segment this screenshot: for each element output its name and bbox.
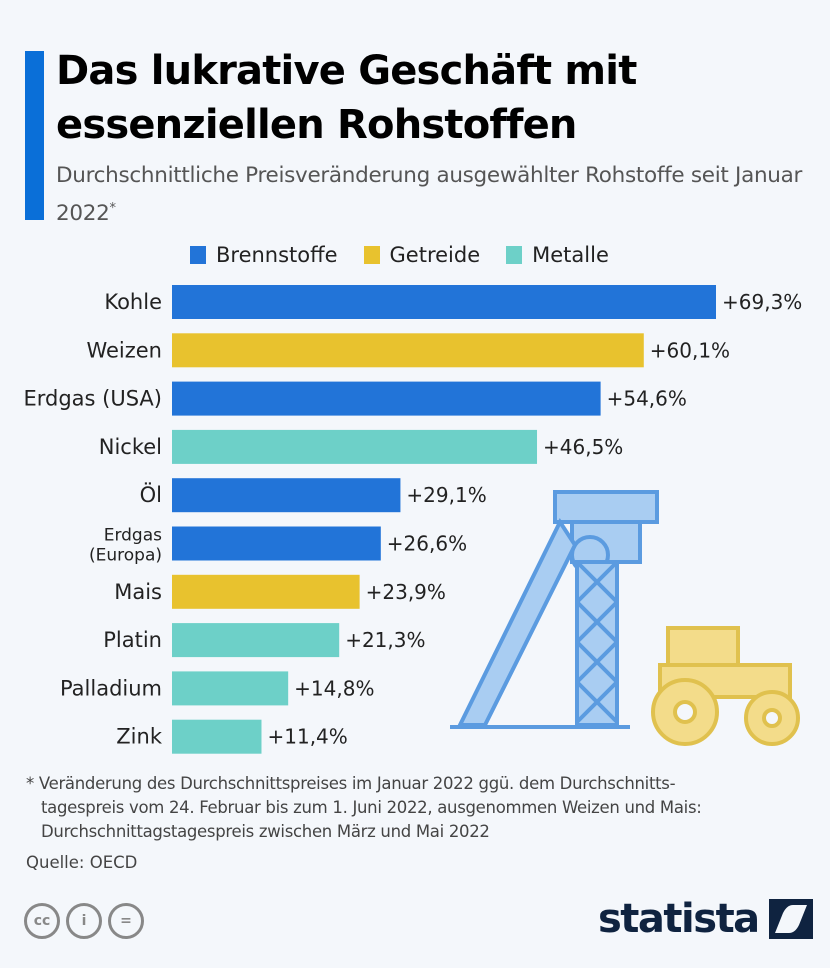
category-label-line: Kohle	[104, 290, 162, 314]
source: Quelle: OECD	[26, 853, 138, 872]
category-label-line: Erdgas	[104, 526, 162, 546]
bar-weizen	[172, 333, 644, 368]
legend-swatch	[506, 246, 523, 264]
value-label: +14,8%	[294, 676, 374, 700]
value-label: +29,1%	[406, 483, 486, 507]
statista-logo-icon	[768, 899, 813, 939]
bars: Kohle +69,3% Weizen +60,1% Erdgas (USA) +54,6…	[23, 285, 802, 754]
statista-logo[interactable]: statista	[598, 896, 813, 942]
bar-erdgas-europa-	[172, 526, 381, 561]
accent-bar	[25, 51, 44, 220]
value-label: +11,4%	[267, 725, 347, 749]
chart-title: Das lukrative Geschäft mit essenziellen …	[56, 48, 637, 148]
subtitle-text: Durchschnittliche Preisveränderung ausge…	[56, 163, 803, 227]
category-label: Zink	[116, 725, 163, 749]
attribution-icon[interactable]: i	[66, 903, 102, 939]
category-label: Mais	[114, 580, 162, 604]
no-derivatives-icon[interactable]: =	[108, 903, 144, 939]
category-label: Platin	[103, 628, 162, 652]
bar-chart: Kohle +69,3% Weizen +60,1% Erdgas (USA) +54,6…	[23, 285, 802, 754]
category-label: Kohle	[104, 290, 162, 314]
value-label: +23,9%	[366, 580, 446, 604]
legend-item-getreide: Getreide	[363, 243, 481, 267]
license-icons[interactable]: cc i =	[24, 903, 144, 939]
cc-icon[interactable]: cc	[24, 903, 60, 939]
footnote-marker: *	[109, 201, 117, 216]
legend-label: Metalle	[532, 243, 609, 267]
chart-subtitle: Durchschnittliche Preisveränderung ausge…	[56, 159, 826, 230]
value-label: +69,3%	[722, 290, 802, 314]
value-label: +54,6%	[607, 387, 687, 411]
footnote-line: Durchschnittagstagespreis zwischen März …	[41, 822, 490, 841]
category-label: Weizen	[86, 338, 162, 362]
footnote-line: tagespreis vom 24. Februar bis zum 1. Ju…	[41, 798, 702, 817]
category-label-line: (Europa)	[89, 546, 162, 566]
value-label: +46,5%	[543, 435, 623, 459]
legend-label: Brennstoffe	[216, 243, 338, 267]
category-label-line: Mais	[114, 580, 162, 604]
bar-kohle	[172, 285, 716, 319]
footnote: * Veränderung des Durchschnittspreises i…	[26, 772, 826, 844]
bar-erdgas-usa-	[172, 381, 601, 416]
mine-headframe-illustration	[450, 490, 659, 729]
bar-öl	[172, 478, 401, 513]
category-label: Palladium	[60, 676, 162, 700]
bar-zink	[172, 719, 262, 754]
tractor-illustration	[651, 626, 800, 746]
bar-palladium	[172, 671, 289, 706]
legend: Brennstoffe Getreide Metalle	[190, 243, 609, 267]
legend-item-brennstoffe: Brennstoffe	[190, 243, 338, 267]
category-label: Erdgas (USA)	[23, 387, 162, 411]
category-label-line: Palladium	[60, 676, 162, 700]
illustrations	[450, 490, 800, 746]
legend-swatch	[363, 246, 380, 264]
bar-nickel	[172, 429, 538, 464]
logo-text: statista	[598, 896, 760, 942]
value-label: +60,1%	[650, 338, 730, 362]
footnote-line: * Veränderung des Durchschnittspreises i…	[26, 774, 676, 793]
bar-mais	[172, 574, 360, 609]
legend-swatch	[190, 246, 206, 264]
category-label-line: Öl	[140, 482, 162, 507]
category-label: Öl	[140, 482, 162, 507]
legend-label: Getreide	[389, 243, 481, 267]
category-label-line: Zink	[116, 725, 163, 749]
category-label: Erdgas (Europa)	[89, 526, 162, 566]
bar-platin	[172, 623, 340, 658]
value-label: +21,3%	[345, 628, 425, 652]
category-label-line: Platin	[103, 628, 162, 652]
value-label: +26,6%	[387, 532, 467, 556]
category-label-line: Nickel	[99, 435, 162, 459]
legend-item-metalle: Metalle	[506, 243, 609, 267]
category-label-line: Weizen	[86, 338, 162, 362]
category-label: Nickel	[99, 435, 162, 459]
category-label-line: Erdgas (USA)	[23, 387, 162, 411]
